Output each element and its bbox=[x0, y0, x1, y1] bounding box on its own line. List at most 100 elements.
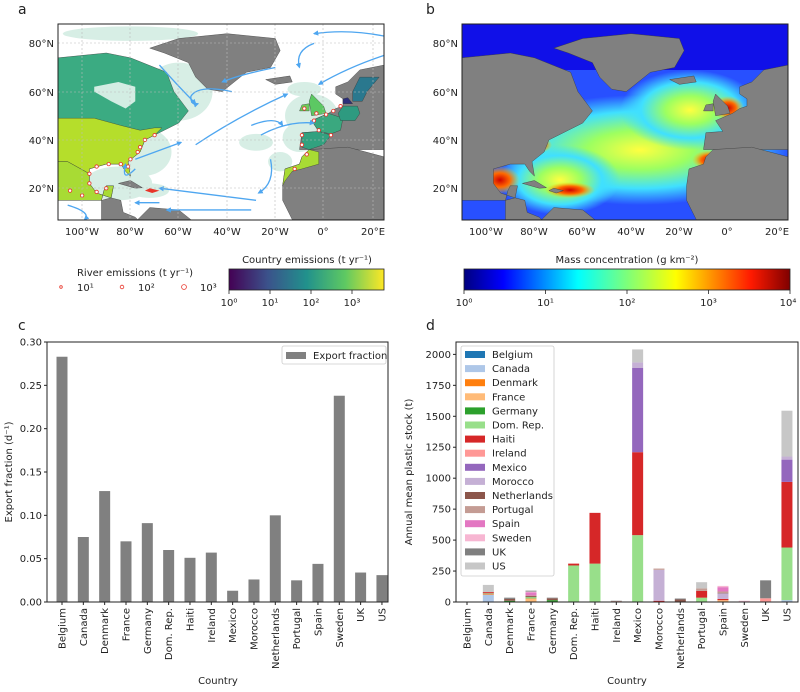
x-tick-label: Dom. Rep. bbox=[569, 608, 580, 660]
bar-segment-haiti bbox=[483, 592, 494, 593]
y-tick-label: 1000 bbox=[426, 474, 451, 485]
panel-label-a: a bbox=[18, 2, 27, 18]
x-tick-label: Morocco bbox=[654, 608, 665, 650]
chart-d-xlabel: Country bbox=[607, 676, 647, 687]
svg-text:80°W: 80°W bbox=[116, 227, 144, 238]
x-tick-label: Haiti bbox=[185, 608, 196, 631]
y-tick-label: 0 bbox=[445, 598, 451, 609]
svg-text:10²: 10² bbox=[303, 298, 320, 309]
bar-segment-canada bbox=[483, 595, 494, 602]
bar-segment-us bbox=[525, 590, 536, 591]
svg-text:10⁰: 10⁰ bbox=[221, 298, 238, 309]
svg-text:10⁴: 10⁴ bbox=[780, 298, 797, 309]
svg-text:20°W: 20°W bbox=[665, 227, 693, 238]
x-tick-label: Germany bbox=[548, 608, 559, 654]
y-tick-label: 0.20 bbox=[20, 424, 42, 435]
svg-text:10¹: 10¹ bbox=[77, 283, 94, 294]
legend-label: Canada bbox=[492, 364, 530, 375]
x-tick-label: Netherlands bbox=[676, 608, 687, 669]
map-a-lat-ticks: 80°N60°N 40°N20°N bbox=[29, 39, 54, 195]
legend-swatch bbox=[465, 407, 485, 414]
bar-segment-sweden bbox=[739, 601, 750, 602]
bar-segment-morocco bbox=[781, 457, 792, 460]
y-tick-label: 0.30 bbox=[20, 338, 42, 349]
legend-label: Ireland bbox=[492, 449, 527, 460]
legend-swatch bbox=[465, 563, 485, 570]
x-tick-label: Spain bbox=[313, 608, 324, 636]
chart-d-ylabel: Annual mean plastic stock (t) bbox=[404, 399, 415, 546]
bar-segment-dom-rep- bbox=[568, 565, 579, 602]
legend-swatch bbox=[465, 393, 485, 400]
legend-label: Sweden bbox=[492, 533, 532, 544]
legend-label: UK bbox=[492, 547, 506, 558]
legend-label: Morocco bbox=[492, 477, 534, 488]
bar-portugal bbox=[291, 580, 302, 602]
map-a: 100°W80°W 60°W40°W 20°W0° 20°E 80°N60°N … bbox=[29, 24, 385, 238]
bar-netherlands bbox=[270, 515, 281, 602]
x-tick-label: UK bbox=[356, 608, 367, 622]
x-tick-label: Canada bbox=[79, 608, 90, 646]
svg-text:0°: 0° bbox=[721, 227, 732, 238]
legend-label: Export fraction bbox=[313, 351, 387, 362]
x-tick-label: Ireland bbox=[207, 608, 218, 643]
svg-text:Mass concentration (g km⁻²): Mass concentration (g km⁻²) bbox=[556, 255, 699, 266]
bar-morocco bbox=[248, 579, 259, 602]
legend-label: Dom. Rep. bbox=[492, 421, 544, 432]
bar-segment-morocco bbox=[717, 593, 728, 599]
bar-segment-us bbox=[632, 349, 643, 362]
legend-swatch bbox=[465, 351, 485, 358]
svg-text:80°W: 80°W bbox=[520, 227, 548, 238]
legend-label: Netherlands bbox=[492, 491, 553, 502]
svg-text:10³: 10³ bbox=[344, 298, 361, 309]
bar-us bbox=[376, 575, 387, 602]
x-tick-label: Germany bbox=[143, 608, 154, 654]
svg-text:10²: 10² bbox=[138, 283, 155, 294]
svg-text:20°N: 20°N bbox=[433, 184, 458, 195]
legend-swatch bbox=[465, 534, 485, 541]
legend-swatch bbox=[465, 506, 485, 513]
bar-canada bbox=[78, 537, 89, 602]
legend-swatch bbox=[465, 450, 485, 457]
chart-c-ylabel: Export fraction (d⁻¹) bbox=[4, 421, 15, 522]
svg-text:100°W: 100°W bbox=[469, 227, 503, 238]
y-tick-label: 0.05 bbox=[20, 554, 42, 565]
svg-text:20°E: 20°E bbox=[361, 227, 385, 238]
bar-segment-haiti bbox=[589, 513, 600, 564]
bar-segment-dom-rep- bbox=[483, 593, 494, 594]
y-tick-label: 0.10 bbox=[20, 511, 42, 522]
legend-swatch bbox=[465, 379, 485, 386]
bar-ireland bbox=[206, 553, 217, 602]
svg-text:River emissions (t yr⁻¹): River emissions (t yr⁻¹) bbox=[77, 268, 193, 279]
legend-swatch bbox=[465, 365, 485, 372]
svg-text:10³: 10³ bbox=[700, 298, 717, 309]
bar-segment-ireland bbox=[760, 598, 771, 601]
bar-segment-morocco bbox=[632, 362, 643, 368]
bar-segment-haiti bbox=[696, 591, 707, 598]
x-tick-label: France bbox=[526, 608, 537, 641]
bar-segment-haiti bbox=[781, 482, 792, 548]
bar-segment-uk bbox=[525, 591, 536, 592]
x-tick-label: Dom. Rep. bbox=[164, 608, 175, 660]
chart-c-xlabel: Country bbox=[198, 676, 238, 687]
bar-segment-haiti bbox=[632, 452, 643, 535]
bar-segment-us bbox=[696, 582, 707, 588]
x-tick-label: Belgium bbox=[58, 608, 69, 649]
x-tick-label: Portugal bbox=[292, 608, 303, 649]
svg-text:0°: 0° bbox=[317, 227, 328, 238]
x-tick-label: Mexico bbox=[228, 608, 239, 643]
bar-spain bbox=[312, 564, 323, 602]
y-tick-label: 1750 bbox=[426, 381, 451, 392]
x-tick-label: UK bbox=[761, 608, 772, 622]
bar-segment-portugal bbox=[525, 595, 536, 596]
legend-label: Denmark bbox=[492, 378, 538, 389]
bar-segment-uk bbox=[547, 598, 558, 599]
bar-france bbox=[120, 541, 131, 602]
svg-text:60°N: 60°N bbox=[433, 88, 458, 99]
bar-segment-netherlands bbox=[525, 596, 536, 597]
svg-text:60°W: 60°W bbox=[568, 227, 596, 238]
